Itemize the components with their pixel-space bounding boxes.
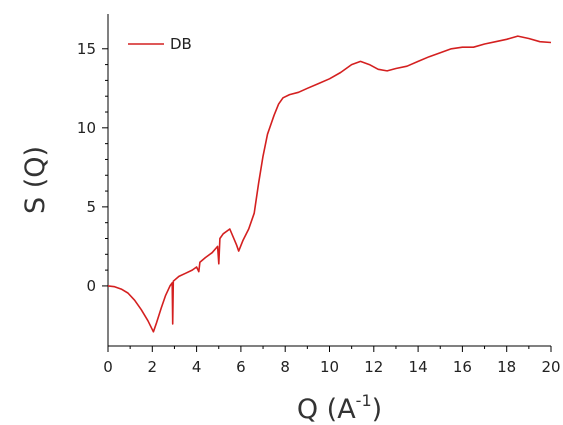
y-axis-label: S (Q) <box>20 146 51 214</box>
x-axis-label: Q (A-1) <box>297 391 382 425</box>
x-tick-label: 12 <box>364 358 383 376</box>
x-tick-label: 4 <box>192 358 202 376</box>
plot-frame <box>107 14 551 347</box>
x-axis-label-superscript: -1 <box>356 391 372 410</box>
x-axis-label-main: Q (A <box>297 394 356 425</box>
series-line-db <box>107 35 552 333</box>
x-tick-label: 0 <box>103 358 113 376</box>
x-tick-label: 18 <box>497 358 516 376</box>
x-tick-label: 14 <box>409 358 428 376</box>
y-tick-label: 5 <box>86 198 96 216</box>
x-tick-label: 10 <box>320 358 339 376</box>
legend-label: DB <box>170 35 192 53</box>
x-axis-ticks: 0 2 4 6 8 10 12 14 16 18 20 <box>103 346 561 376</box>
x-tick-label: 20 <box>541 358 560 376</box>
x-axis-label-close: ) <box>372 394 383 425</box>
y-tick-label: 10 <box>77 119 96 137</box>
y-axis-ticks: 0 5 10 15 <box>77 40 108 295</box>
y-tick-label: 15 <box>77 40 96 58</box>
series-layer <box>107 35 552 333</box>
legend: DB <box>128 35 192 53</box>
x-tick-label: 6 <box>236 358 246 376</box>
y-tick-label: 0 <box>86 277 96 295</box>
x-tick-label: 2 <box>148 358 158 376</box>
x-tick-label: 8 <box>280 358 290 376</box>
x-tick-label: 16 <box>453 358 472 376</box>
